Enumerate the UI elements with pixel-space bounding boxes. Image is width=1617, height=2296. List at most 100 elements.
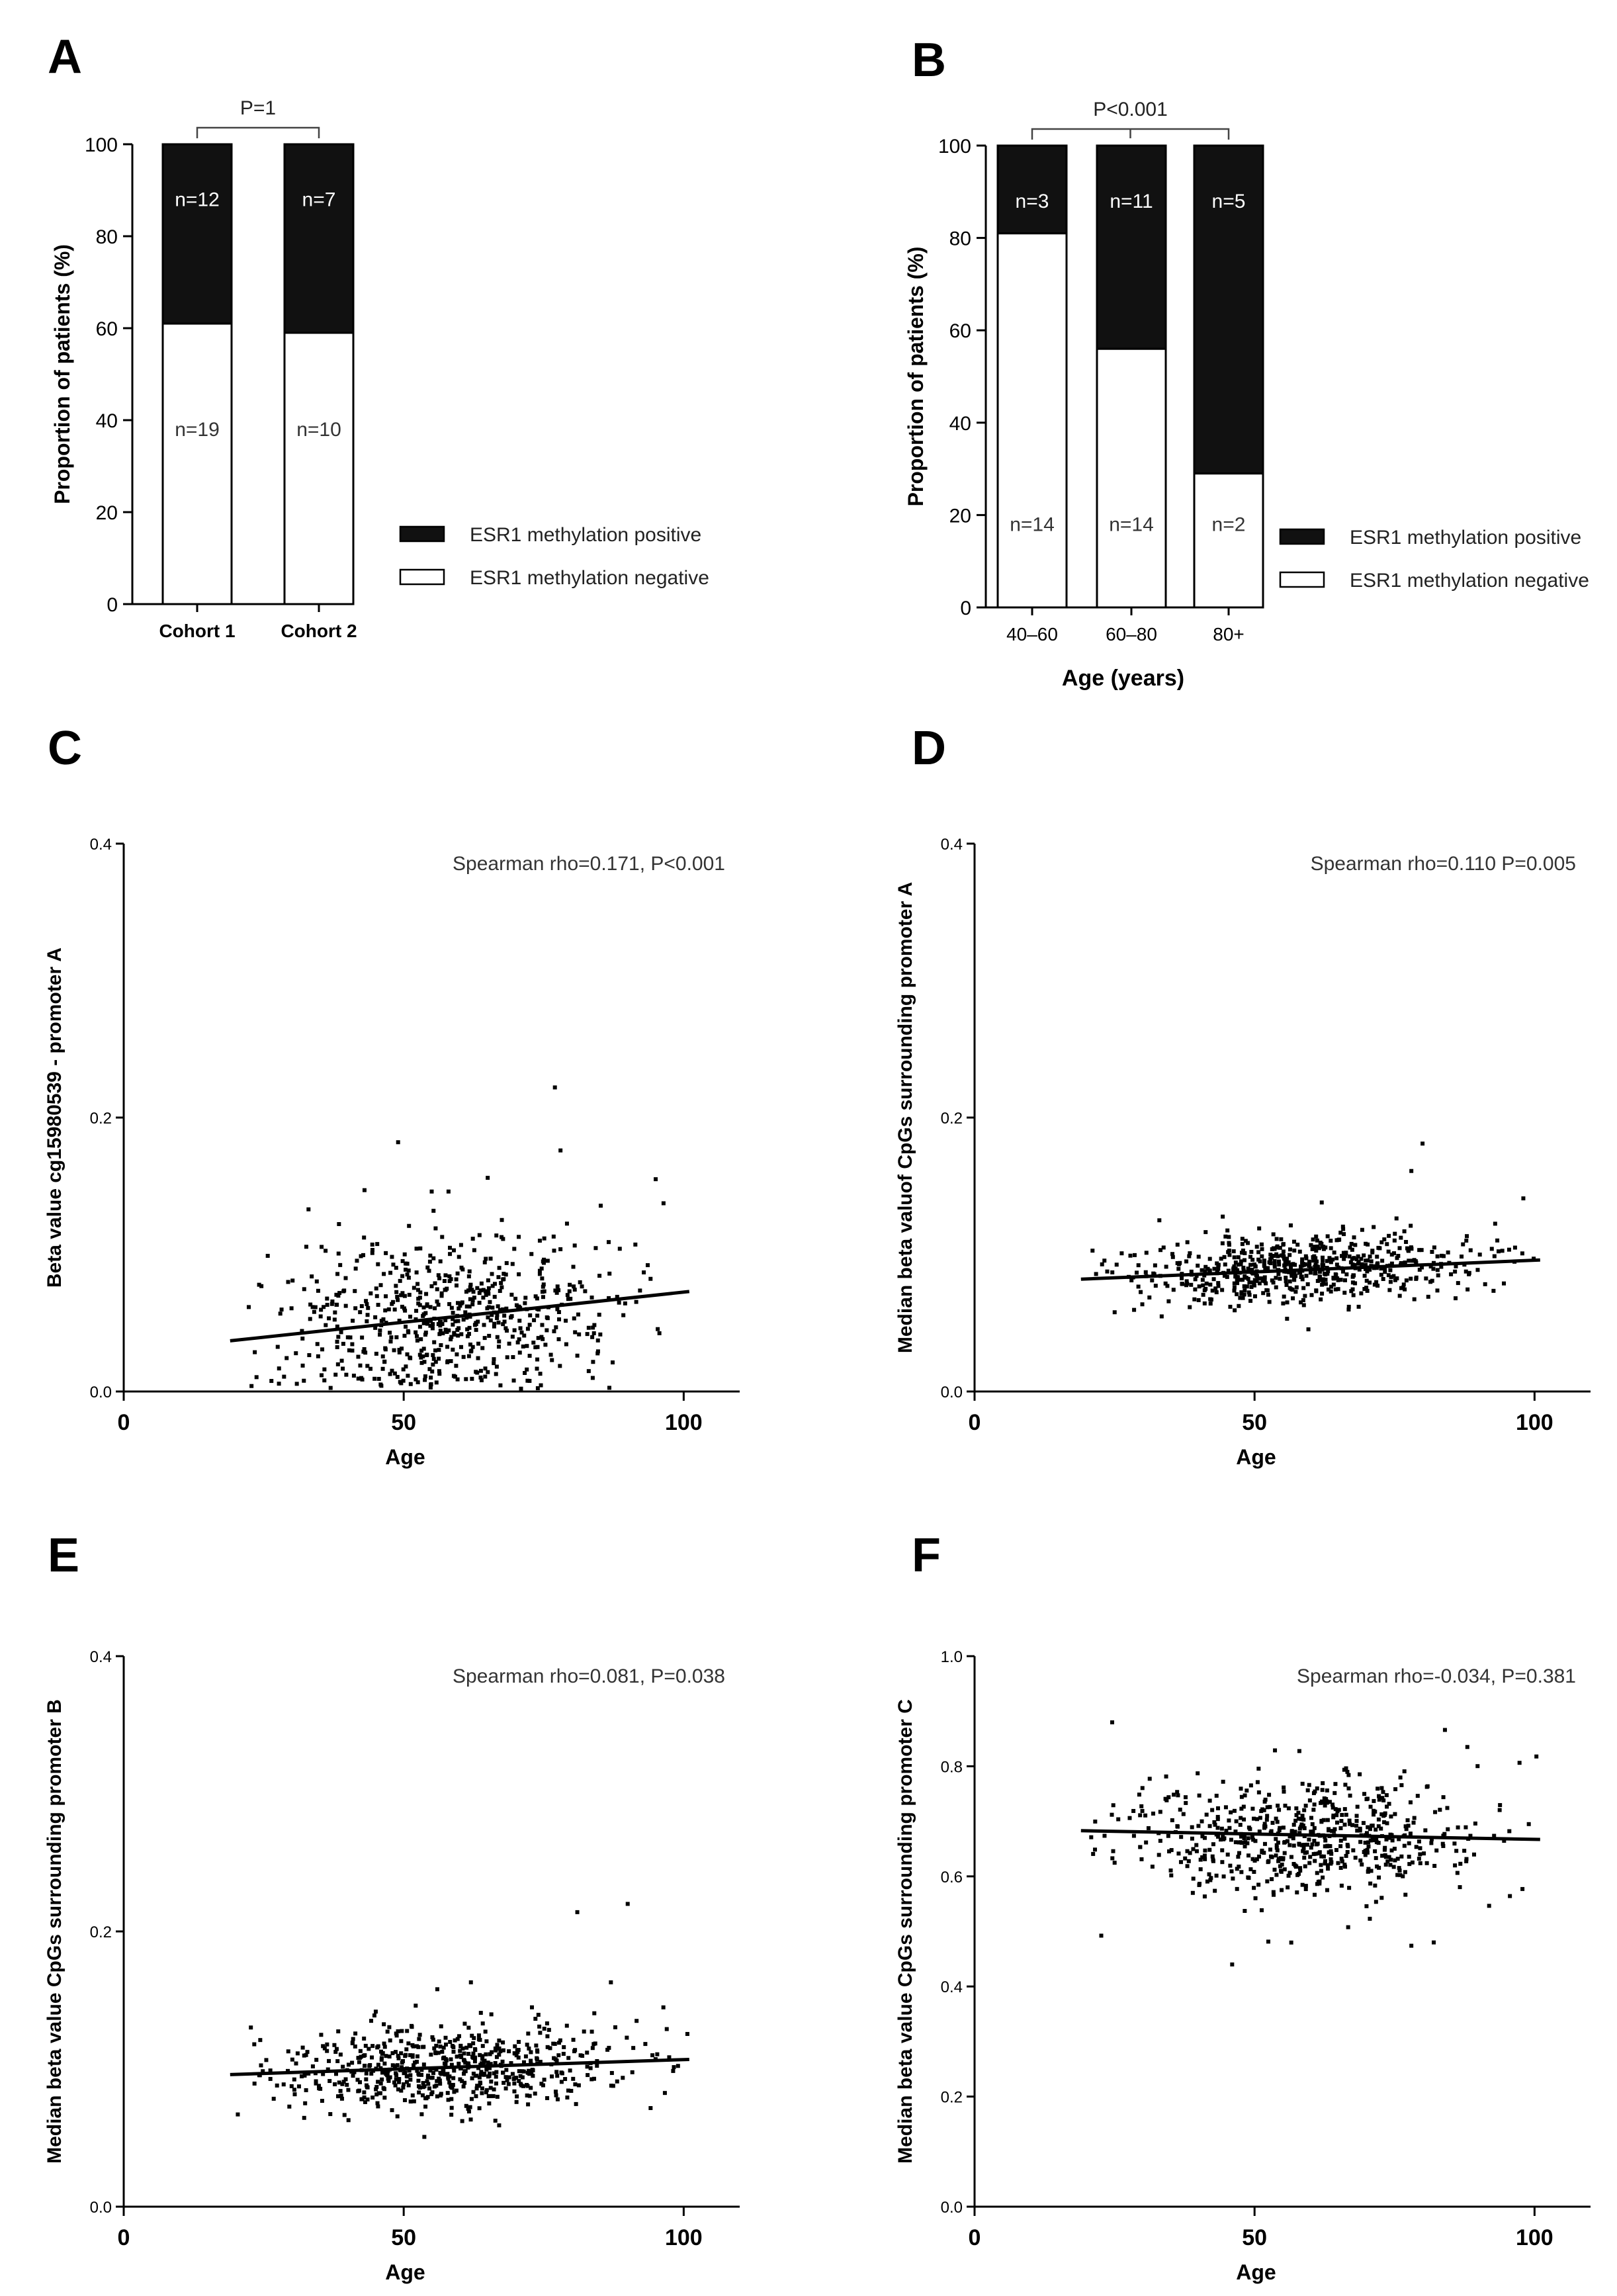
scatter-point	[300, 1363, 305, 1368]
scatter-point	[1285, 1257, 1289, 1261]
scatter-point	[1326, 1269, 1331, 1274]
scatter-point	[451, 1248, 456, 1253]
scatter-point	[536, 2012, 541, 2017]
scatter-point	[545, 2045, 550, 2049]
scatter-point	[605, 2047, 610, 2052]
scatter-point	[1429, 1837, 1434, 1841]
scatter-point	[1385, 1242, 1389, 1247]
scatter-point	[1317, 1270, 1322, 1274]
scatter-point	[568, 1282, 572, 1287]
scatter-point	[425, 2095, 430, 2099]
scatter-point	[382, 2022, 386, 2027]
scatter-point	[676, 2064, 680, 2068]
scatter-point	[394, 1335, 399, 1340]
scatter-point	[412, 2063, 416, 2068]
scatter-point	[478, 1288, 483, 1293]
scatter-point	[387, 2054, 392, 2059]
scatter-point	[417, 2033, 422, 2037]
scatter-point	[530, 2068, 535, 2072]
scatter-point	[474, 2094, 478, 2099]
scatter-point	[1213, 1822, 1217, 1827]
scatter-point	[1268, 1804, 1272, 1809]
scatter-point	[1365, 1288, 1370, 1293]
scatter-point	[362, 1188, 367, 1192]
scatter-point	[1446, 1827, 1450, 1832]
scatter-point	[1250, 1857, 1255, 1861]
scatter-point	[1487, 1904, 1491, 1908]
scatter-point	[1267, 1260, 1272, 1264]
scatter-point	[1282, 1851, 1287, 1855]
scatter-point	[1453, 1863, 1458, 1868]
scatter-point	[607, 1296, 611, 1300]
scatter-point	[496, 1345, 501, 1349]
scatter-point	[375, 1242, 380, 1247]
scatter-point	[434, 2067, 439, 2072]
scatter-point	[573, 2048, 578, 2053]
scatter-point	[1259, 1242, 1264, 1247]
scatter-point	[1233, 1308, 1237, 1313]
scatter-point	[1360, 1862, 1364, 1867]
scatter-point	[615, 1294, 619, 1299]
scatter-point	[1272, 1259, 1277, 1264]
scatter-point	[1239, 1794, 1244, 1799]
scatter-point	[1395, 1256, 1399, 1260]
scatter-point	[1417, 1267, 1422, 1272]
scatter-point	[1483, 1282, 1487, 1286]
scatter-point	[351, 1319, 355, 1323]
scatter-point	[1237, 1303, 1241, 1308]
scatter-point	[447, 1274, 452, 1278]
scatter-point	[541, 1284, 545, 1289]
scatter-point	[486, 1286, 491, 1290]
scatter-point	[1158, 1839, 1162, 1843]
y-tick-label: 0.4	[941, 1978, 963, 1996]
scatter-point	[321, 2044, 326, 2049]
n-label-positive: n=3	[1016, 191, 1049, 212]
scatter-point	[439, 1319, 443, 1324]
scatter-point	[382, 2061, 387, 2066]
scatter-point	[478, 2081, 483, 2086]
scatter-point	[654, 1177, 658, 1182]
scatter-point	[1350, 1280, 1355, 1285]
scatter-point	[1212, 1820, 1217, 1824]
scatter-point	[1407, 1841, 1411, 1845]
scatter-point	[327, 1316, 331, 1321]
scatter-point	[1454, 1264, 1458, 1268]
scatter-point	[1438, 1808, 1442, 1812]
scatter-point	[1491, 1288, 1496, 1293]
scatter-point	[1340, 1224, 1345, 1229]
scatter-point	[1346, 1304, 1351, 1309]
scatter-point	[664, 2027, 669, 2031]
scatter-point	[545, 1258, 550, 1263]
scatter-point	[294, 2061, 298, 2066]
scatter-point	[1431, 1266, 1436, 1271]
scatter-point	[1326, 1867, 1331, 1871]
scatter-point	[1323, 1282, 1328, 1286]
scatter-point	[1526, 1822, 1531, 1826]
scatter-point	[1379, 1266, 1383, 1271]
scatter-point	[1246, 1266, 1250, 1271]
scatter-point	[1299, 1822, 1304, 1827]
scatter-point	[439, 2024, 443, 2029]
scatter-point	[1376, 1787, 1380, 1791]
scatter-point	[374, 1351, 378, 1356]
scatter-point	[1321, 1245, 1326, 1249]
scatter-point	[456, 1319, 460, 1323]
scatter-point	[486, 1370, 490, 1374]
scatter-point	[1436, 1273, 1440, 1278]
scatter-point	[289, 2084, 294, 2088]
scatter-point	[558, 2038, 562, 2043]
scatter-point	[1131, 1833, 1136, 1838]
scatter-point	[336, 1335, 341, 1339]
x-tick-label: 50	[1242, 1410, 1267, 1435]
scatter-point	[1111, 1849, 1115, 1853]
scatter-point	[1274, 1873, 1279, 1877]
scatter-point	[1275, 1244, 1280, 1249]
scatter-point	[1102, 1833, 1107, 1838]
scatter-point	[389, 1335, 394, 1340]
scatter-point	[343, 1303, 348, 1308]
scatter-point	[1374, 1828, 1378, 1832]
scatter-point	[360, 1377, 365, 1382]
scatter-point	[1239, 1816, 1243, 1820]
scatter-point	[468, 1343, 472, 1347]
scatter-point	[472, 2036, 476, 2041]
